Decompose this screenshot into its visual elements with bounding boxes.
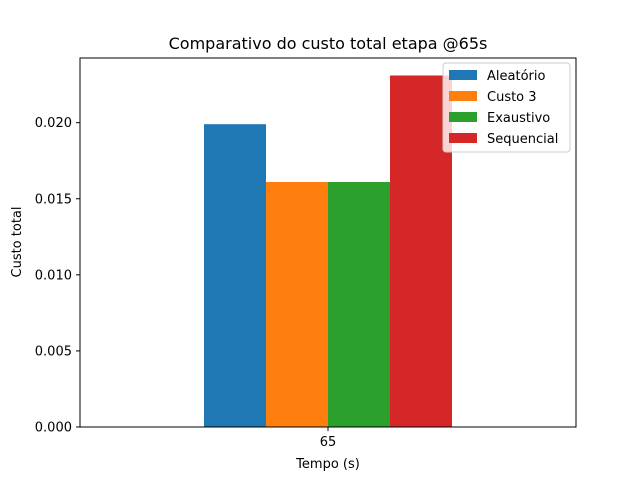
y-axis-label: Custo total bbox=[10, 207, 25, 278]
legend-swatch bbox=[449, 91, 477, 101]
legend-label: Exaustivo bbox=[487, 111, 550, 126]
x-axis-label: Tempo (s) bbox=[295, 457, 360, 472]
plot-frame bbox=[79, 57, 577, 428]
bar-2 bbox=[266, 182, 328, 427]
legend-swatch bbox=[449, 70, 477, 80]
chart-title: Comparativo do custo total etapa @65s bbox=[169, 34, 488, 53]
x-tick-label: 65 bbox=[320, 435, 337, 450]
bar-4 bbox=[390, 75, 452, 428]
legend-label: Custo 3 bbox=[487, 90, 537, 105]
legend-swatch bbox=[449, 112, 477, 122]
legend: Aleatório Custo 3 Exaustivo Sequencial bbox=[442, 62, 571, 153]
legend-swatch bbox=[449, 133, 477, 143]
legend-label: Sequencial bbox=[487, 132, 558, 147]
bar-3 bbox=[328, 182, 390, 427]
y-tick-label: 0.000 bbox=[35, 421, 72, 436]
legend-label: Aleatório bbox=[487, 69, 545, 84]
plot-area: 65 0.000 0.005 0.010 0.015 0.020 bbox=[35, 75, 452, 450]
bar-1 bbox=[204, 124, 266, 428]
y-tick-label: 0.005 bbox=[35, 344, 72, 359]
legend-box bbox=[442, 62, 571, 153]
y-tick-label: 0.020 bbox=[35, 116, 72, 131]
y-tick-label: 0.015 bbox=[35, 192, 72, 207]
y-tick-label: 0.010 bbox=[35, 268, 72, 283]
